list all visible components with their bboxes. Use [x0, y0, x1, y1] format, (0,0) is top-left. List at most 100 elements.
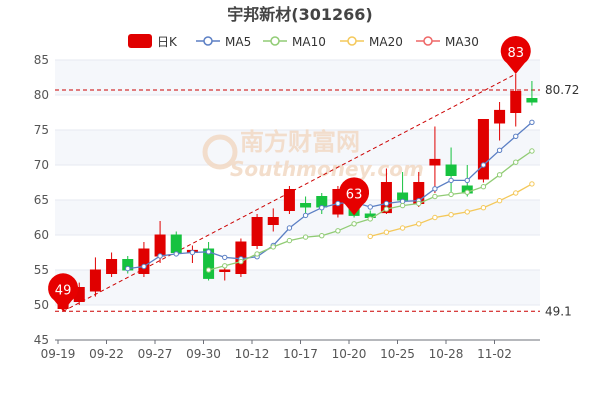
ma10-point — [432, 193, 438, 200]
marker-label: 63 — [346, 187, 363, 202]
ma20-point — [496, 198, 503, 204]
ma10-point — [351, 221, 357, 227]
ma5-point — [286, 225, 293, 231]
legend-item: MA10 — [263, 35, 326, 49]
ma10-point — [254, 251, 260, 257]
candle — [203, 242, 215, 281]
grid-band — [55, 270, 540, 305]
x-tick-label: 09-30 — [186, 347, 221, 361]
ma5-point — [141, 263, 147, 270]
ref-label-high: 80.72 — [545, 83, 579, 97]
y-tick-label: 55 — [34, 263, 49, 277]
marker-pin: 83 — [500, 35, 531, 74]
candle-body — [429, 158, 441, 166]
ma5-point — [173, 251, 179, 257]
ma5-point — [529, 119, 535, 126]
ma10-point — [205, 267, 212, 273]
legend-label: MA30 — [445, 35, 479, 49]
y-tick-label: 45 — [34, 333, 49, 347]
legend-item: MA20 — [340, 35, 403, 49]
legend-item: MA5 — [196, 35, 251, 49]
ma5-point — [319, 205, 325, 211]
ma5-point — [222, 254, 228, 261]
ma5-point — [464, 177, 470, 184]
ma5-point — [205, 249, 212, 255]
ma10-point — [286, 237, 293, 244]
ma5-point — [480, 162, 487, 168]
candle-body — [203, 248, 215, 279]
candle — [429, 126, 441, 193]
candle-body — [106, 259, 118, 274]
watermark-en: Southmoney.com — [230, 157, 424, 181]
ma20-point — [529, 181, 535, 187]
moving-average-lines — [125, 119, 535, 273]
candle — [445, 147, 457, 197]
legend-label: 日K — [157, 35, 178, 49]
ma10-point — [480, 184, 487, 190]
ma20-point — [416, 221, 422, 227]
x-tick-label: 10-17 — [283, 347, 318, 361]
candle-body — [494, 109, 506, 124]
ma5-point — [157, 253, 163, 259]
marker-pin: 49 — [48, 273, 79, 312]
x-tick-label: 09-27 — [138, 347, 173, 361]
legend-swatch-dot — [347, 36, 357, 46]
x-tick-label: 10-20 — [332, 347, 367, 361]
candle-body — [219, 269, 231, 272]
candle — [510, 74, 522, 127]
candle-body — [267, 217, 279, 225]
candle — [219, 266, 231, 281]
candle-body — [138, 248, 150, 274]
watermark-cn: 南方财富网 — [240, 128, 360, 156]
marker-label: 83 — [507, 46, 524, 61]
candle-body — [154, 234, 166, 257]
ma20-point — [464, 209, 470, 215]
candle — [283, 186, 295, 214]
ma20-point — [367, 233, 373, 240]
candle — [477, 119, 489, 183]
legend-swatch-dot — [270, 36, 280, 46]
x-tick-label: 10-28 — [429, 347, 464, 361]
marker-label: 49 — [55, 283, 72, 298]
legend-label: MA20 — [369, 35, 403, 49]
legend-item: MA30 — [416, 35, 479, 49]
y-tick-label: 75 — [34, 123, 49, 137]
candle-body — [170, 234, 182, 253]
ma10-point — [383, 206, 390, 212]
ma5-point — [513, 133, 519, 140]
candle-body — [300, 203, 312, 208]
ma10-point — [416, 200, 422, 207]
ma10-point — [222, 263, 228, 269]
ma20-point — [399, 225, 406, 231]
candles — [57, 74, 538, 312]
ma10-point — [367, 216, 373, 222]
candle — [89, 257, 101, 297]
ma20-point — [513, 190, 519, 196]
marker-pin: 63 — [339, 177, 370, 216]
y-tick-label: 70 — [34, 158, 49, 172]
legend-item: 日K — [128, 34, 178, 49]
ref-label-low: 49.1 — [545, 304, 572, 318]
marker-pin-shape — [500, 35, 531, 74]
candle-body — [251, 217, 263, 246]
x-tick-label: 11-02 — [477, 347, 512, 361]
y-tick-label: 80 — [34, 88, 49, 102]
ma10-point — [496, 172, 503, 178]
candle-body — [477, 119, 489, 180]
ma20-point — [432, 214, 438, 221]
ma10-point — [335, 228, 341, 234]
ma10-point — [238, 258, 244, 265]
ma5-point — [125, 265, 131, 272]
legend: 日K MA5 MA10 MA20 MA30 — [128, 34, 479, 49]
legend-swatch-dot — [203, 36, 213, 46]
grid-band — [55, 60, 540, 95]
ma10-point — [464, 189, 470, 196]
candle — [300, 196, 312, 214]
candle — [251, 214, 263, 249]
ma5-point — [383, 200, 390, 207]
ma5-point — [432, 186, 438, 192]
ma20-point — [383, 229, 390, 235]
candle — [526, 81, 538, 106]
ma5-point — [335, 200, 341, 207]
y-tick-label: 65 — [34, 193, 49, 207]
